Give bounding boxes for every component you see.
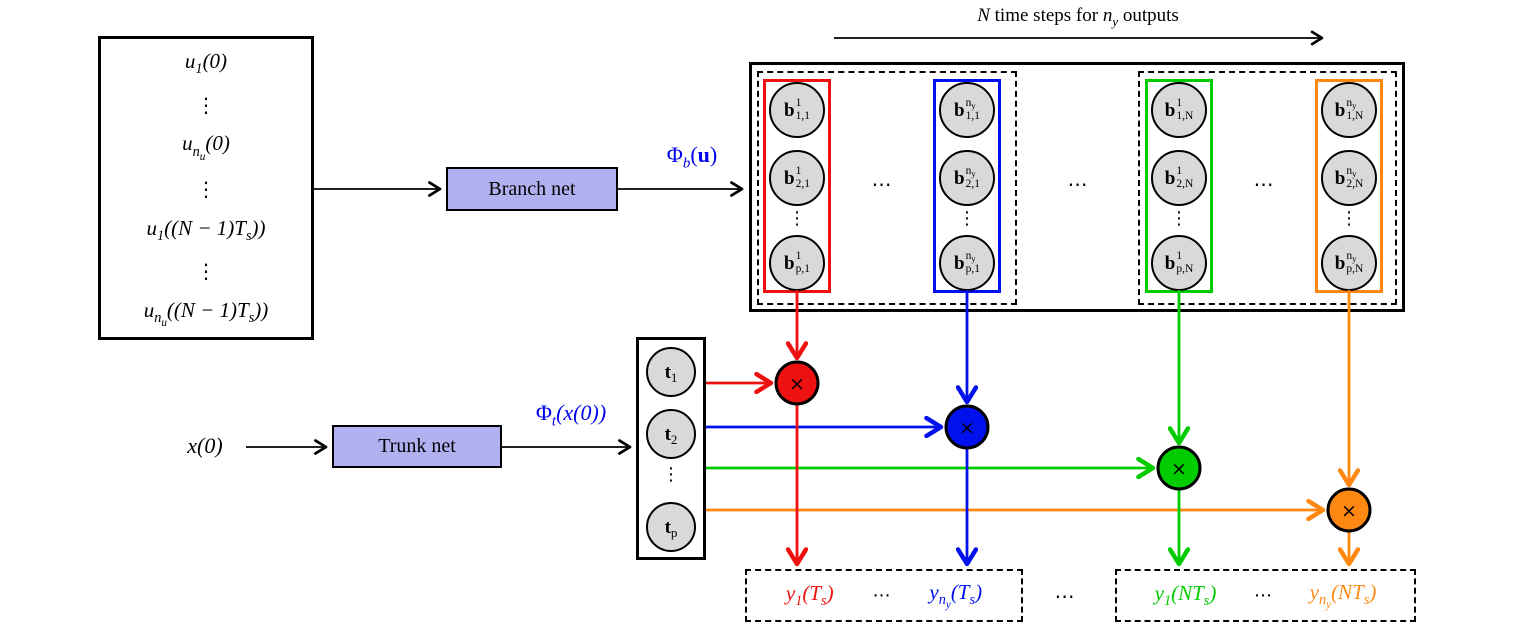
- input-line-u1-NTs: u1((N − 1)Ts)): [146, 215, 266, 244]
- time-steps-caption: N time steps for ny outputs: [977, 5, 1179, 29]
- vdots: ⋮: [196, 177, 216, 201]
- trunk-net-label: Trunk net: [378, 435, 456, 457]
- branch-node-b1-11: b 1 1,1: [769, 82, 825, 138]
- time-step-N-dashed-box: [1138, 71, 1397, 305]
- vdots: ⋮: [1170, 208, 1188, 229]
- x0-label: x(0): [187, 433, 223, 458]
- time-step-1-dashed-box: [757, 71, 1017, 305]
- multiply-icon: ×: [789, 373, 805, 395]
- multiply-node-blue: ×: [944, 404, 990, 450]
- branch-grid-outer-box: [749, 62, 1405, 312]
- multiply-icon: ×: [1341, 500, 1357, 522]
- phi-t-label: Φt(x(0)): [535, 400, 607, 430]
- output-yny-Ts: yny(Ts): [929, 579, 983, 612]
- branch-node-bny-pN: b n y p,N: [1321, 235, 1377, 291]
- output-box-step1: y1(Ts) ⋯ yny(Ts): [745, 569, 1023, 622]
- multiply-icon: ×: [1171, 458, 1187, 480]
- trunk-net-box: Trunk net: [332, 425, 502, 468]
- branch-node-bny-2N: b n y 2,N: [1321, 150, 1377, 206]
- branch-node-b1-pN: b 1 p,N: [1151, 235, 1207, 291]
- multiply-node-orange: ×: [1326, 487, 1372, 533]
- branch-node-bny-1N: b n y 1,N: [1321, 82, 1377, 138]
- cdots: ⋯: [871, 172, 893, 196]
- branch-node-bny-11: b n y 1,1: [939, 82, 995, 138]
- vdots: ⋮: [662, 464, 680, 485]
- branch-net-box: Branch net: [446, 167, 618, 211]
- output-yny-NTs: yny(NTs): [1309, 579, 1377, 612]
- branch-node-bny-p1: b n y p,1: [939, 235, 995, 291]
- input-line-unu-NTs: unu((N − 1)Ts)): [143, 297, 269, 329]
- branch-node-b1-1N: b 1 1,N: [1151, 82, 1207, 138]
- vdots: ⋮: [196, 259, 216, 284]
- branch-node-b1-21: b 1 2,1: [769, 150, 825, 206]
- vdots: ⋮: [788, 208, 806, 229]
- input-line-u1-0: u1(0): [184, 49, 228, 78]
- cdots: ⋯: [1254, 585, 1272, 606]
- cdots: ⋯: [1067, 172, 1089, 196]
- trunk-vector-box: [636, 337, 706, 560]
- branch-node-b1-p1: b 1 p,1: [769, 235, 825, 291]
- output-box-stepN: y1(NTs) ⋯ yny(NTs): [1115, 569, 1416, 622]
- cdots: ⋯: [1054, 584, 1076, 608]
- cdots: ⋯: [872, 585, 891, 606]
- multiply-node-red: ×: [774, 360, 820, 406]
- vdots: ⋮: [958, 208, 976, 229]
- multiply-icon: ×: [959, 417, 975, 439]
- multiply-node-green: ×: [1156, 445, 1202, 491]
- output-y1-NTs: y1(NTs): [1154, 580, 1217, 610]
- branch-net-label: Branch net: [488, 177, 576, 200]
- vdots: ⋮: [1340, 208, 1358, 229]
- input-vector-box: u1(0) ⋮ unu(0) ⋮ u1((N − 1)Ts)) ⋮ unu((N…: [98, 36, 314, 340]
- input-line-unu-0: unu(0): [182, 131, 230, 163]
- branch-node-b1-2N: b 1 2,N: [1151, 150, 1207, 206]
- cdots: ⋯: [1253, 172, 1275, 196]
- vdots: ⋮: [196, 92, 216, 117]
- phi-b-label: Φb(u): [666, 142, 718, 172]
- branch-node-bny-21: b n y 2,1: [939, 150, 995, 206]
- output-y1-Ts: y1(Ts): [785, 580, 834, 610]
